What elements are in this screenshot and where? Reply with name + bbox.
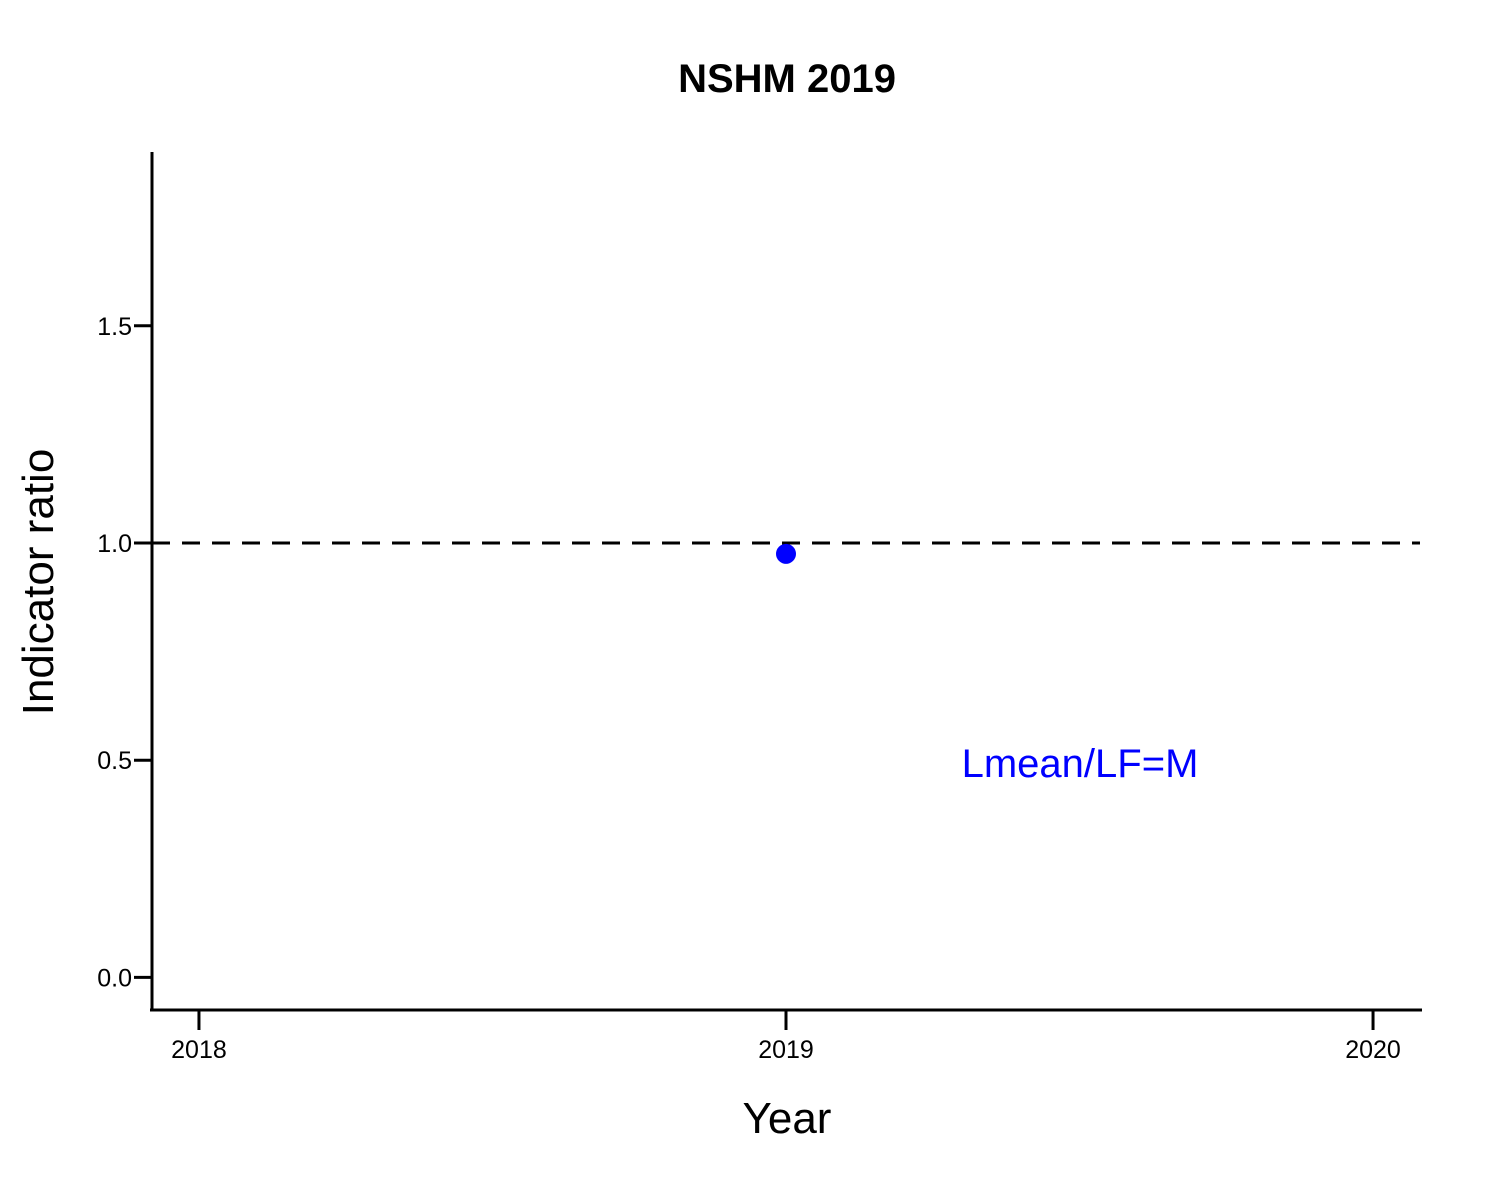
- y-tick-label: 0.0: [97, 964, 132, 992]
- y-axis-label: Indicator ratio: [14, 449, 63, 716]
- y-tick-label: 1.5: [97, 313, 132, 341]
- y-tick-label: 1.0: [97, 530, 132, 558]
- x-tick-label: 2020: [1345, 1036, 1401, 1064]
- y-tick-label: 0.5: [97, 747, 132, 775]
- y-ticks: 0.0 0.5 1.0 1.5: [97, 313, 152, 992]
- x-tick-label: 2018: [171, 1036, 227, 1064]
- x-axis-label: Year: [743, 1094, 832, 1143]
- chart-title: NSHM 2019: [678, 57, 896, 101]
- x-ticks: 2018 2019 2020: [171, 1010, 1401, 1064]
- data-point: [776, 543, 796, 564]
- series-annotation: Lmean/LF=M: [962, 742, 1199, 786]
- data-points: [776, 543, 796, 564]
- x-tick-label: 2019: [758, 1036, 814, 1064]
